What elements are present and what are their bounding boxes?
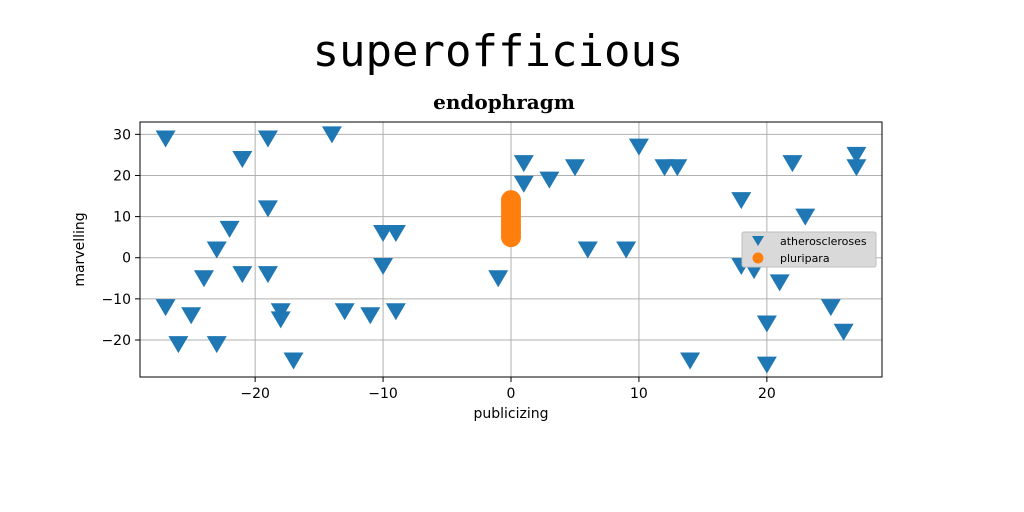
- atheroscleroses-point: [795, 208, 816, 226]
- atheroscleroses-point: [820, 299, 841, 317]
- y-axis-label: marvelling: [72, 212, 88, 286]
- atheroscleroses-point: [257, 130, 278, 148]
- chart-title: endophragm: [433, 90, 575, 114]
- atheroscleroses-point: [628, 138, 649, 156]
- atheroscleroses-point: [731, 192, 752, 210]
- atheroscleroses-point: [769, 274, 790, 292]
- chart-suptitle: superofficious: [313, 26, 684, 77]
- atheroscleroses-point: [283, 352, 304, 370]
- y-tick-label: 10: [113, 210, 131, 226]
- y-tick-label: 30: [113, 127, 131, 143]
- atheroscleroses-point: [680, 352, 701, 370]
- atheroscleroses-point: [667, 159, 688, 177]
- atheroscleroses-point: [373, 225, 394, 243]
- atheroscleroses-point: [654, 159, 675, 177]
- legend-entry-atheroscleroses: atheroscleroses: [780, 235, 867, 248]
- y-tick-label: 20: [113, 168, 131, 184]
- atheroscleroses-point: [373, 257, 394, 275]
- x-axis-label: publicizing: [473, 406, 548, 422]
- x-tick-label: 0: [507, 386, 516, 402]
- atheroscleroses-point: [257, 200, 278, 218]
- atheroscleroses-point: [155, 299, 176, 317]
- atheroscleroses-point: [232, 266, 253, 284]
- atheroscleroses-point: [334, 303, 355, 321]
- atheroscleroses-point: [846, 146, 867, 164]
- atheroscleroses-point: [539, 171, 560, 189]
- atheroscleroses-point: [270, 311, 291, 329]
- pluripara-point: [501, 227, 521, 248]
- atheroscleroses-point: [385, 225, 406, 243]
- atheroscleroses-point: [193, 270, 214, 288]
- atheroscleroses-point: [756, 315, 777, 333]
- atheroscleroses-point: [257, 266, 278, 284]
- atheroscleroses-point: [577, 241, 598, 259]
- y-tick-label: −20: [101, 333, 131, 349]
- atheroscleroses-point: [206, 336, 227, 354]
- atheroscleroses-point: [321, 126, 342, 144]
- atheroscleroses-point: [168, 336, 189, 354]
- atheroscleroses-point: [756, 356, 777, 374]
- atheroscleroses-point: [833, 323, 854, 341]
- legend-marker-atheroscleroses: [752, 236, 764, 246]
- axis-ticks: −20 −10 0 10 20 −20 −10 0 10 20 30: [101, 127, 775, 402]
- legend-box: [741, 231, 877, 268]
- atheroscleroses-point: [219, 220, 240, 238]
- atheroscleroses-point: [206, 241, 227, 259]
- legend-entry-pluripara: pluripara: [780, 252, 830, 265]
- y-tick-label: 0: [122, 251, 131, 267]
- x-tick-label: −10: [368, 386, 398, 402]
- atheroscleroses-point: [488, 270, 509, 288]
- atheroscleroses-point: [385, 303, 406, 321]
- atheroscleroses-point: [564, 159, 585, 177]
- atheroscleroses-point: [155, 130, 176, 148]
- legend: atheroscleroses pluripara: [741, 231, 877, 268]
- x-tick-label: 10: [630, 386, 648, 402]
- atheroscleroses-point: [782, 155, 803, 173]
- x-tick-label: −20: [240, 386, 270, 402]
- atheroscleroses-point: [181, 307, 202, 325]
- atheroscleroses-point: [232, 151, 253, 169]
- x-tick-label: 20: [758, 386, 776, 402]
- atheroscleroses-point: [846, 159, 867, 177]
- atheroscleroses-point: [513, 175, 534, 193]
- atheroscleroses-point: [513, 155, 534, 173]
- atheroscleroses-point: [360, 307, 381, 325]
- legend-marker-pluripara: [752, 252, 764, 264]
- atheroscleroses-point: [616, 241, 637, 259]
- y-tick-label: −10: [101, 292, 131, 308]
